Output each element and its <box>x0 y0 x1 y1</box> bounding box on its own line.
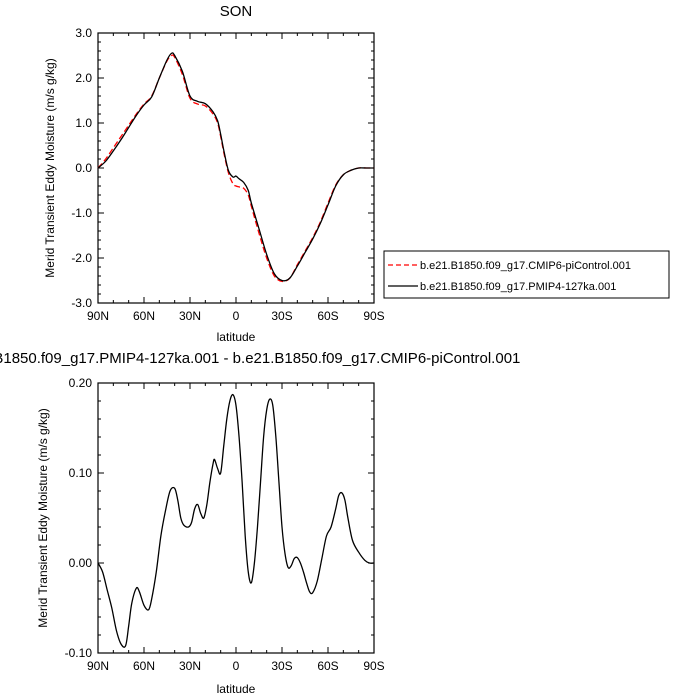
axis-ticks-2: 90N 60N 30N 0 30S 60S 90S -0.10 0.00 0.10 0.20 <box>65 376 385 673</box>
x-tick-label: 90N <box>87 659 109 673</box>
y-tick-label: -1.0 <box>71 206 92 220</box>
axis-ticks: 90N 60N 30N 0 30S 60S 90S -3.0 -2.0 -1.0 0.0 1.0 2.0… <box>71 26 384 323</box>
x-tick-label: 30N <box>179 659 201 673</box>
legend: b.e21.B1850.f09_g17.CMIP6-piControl.001 … <box>383 250 670 299</box>
top-panel: SON 90N 60N 30N 0 30S 60S 90S -3.0 -2.0 -1.0 0.0 1.… <box>43 3 670 344</box>
x-tick-label: 90N <box>87 309 109 323</box>
y-tick-label: -3.0 <box>71 296 92 310</box>
y-tick-label: 0.20 <box>69 376 93 390</box>
x-tick-label: 60N <box>133 659 155 673</box>
y-tick-label: -2.0 <box>71 251 92 265</box>
y-tick-label: 2.0 <box>75 71 92 85</box>
x-tick-label: 60S <box>317 309 338 323</box>
y-tick-label: 0.0 <box>75 161 92 175</box>
series-line-0 <box>97 54 374 283</box>
legend-label-127ka: b.e21.B1850.f09_g17.PMIP4-127ka.001 <box>420 281 616 293</box>
x-tick-label: 0 <box>233 659 240 673</box>
y-axis-label-2: Merid Transient Eddy Moisture (m/s g/kg) <box>36 408 50 627</box>
y-tick-label: 0.10 <box>69 466 93 480</box>
difference-series-line <box>97 393 375 648</box>
legend-box <box>383 250 670 299</box>
y-tick-label: 3.0 <box>75 26 92 40</box>
x-axis-label: latitude <box>217 330 256 344</box>
plot-frame <box>97 32 375 304</box>
y-tick-label: 1.0 <box>75 116 92 130</box>
y-axis-label: Merid Transient Eddy Moisture (m/s g/kg) <box>43 58 57 277</box>
difference-line <box>97 393 375 648</box>
series-line-1 <box>97 52 374 282</box>
bottom-panel: b.e21.B1850.f09_g17.PMIP4-127ka.001 - b.… <box>0 350 520 696</box>
y-tick-label: 0.00 <box>69 556 93 570</box>
x-tick-label: 30S <box>271 309 292 323</box>
y-tick-label: -0.10 <box>65 646 93 660</box>
legend-label-control: b.e21.B1850.f09_g17.CMIP6-piControl.001 <box>420 260 631 272</box>
x-tick-label: 60N <box>133 309 155 323</box>
x-tick-label: 60S <box>317 659 338 673</box>
x-tick-label: 90S <box>363 659 384 673</box>
x-tick-label: 0 <box>233 309 240 323</box>
difference-chart-title: b.e21.B1850.f09_g17.PMIP4-127ka.001 - b.… <box>0 350 520 367</box>
chart-title: SON <box>220 3 253 20</box>
plot-frame-2 <box>97 382 375 654</box>
series-lines <box>97 52 374 283</box>
x-tick-label: 90S <box>363 309 384 323</box>
x-tick-label: 30S <box>271 659 292 673</box>
x-tick-label: 30N <box>179 309 201 323</box>
x-axis-label-2: latitude <box>217 682 256 696</box>
